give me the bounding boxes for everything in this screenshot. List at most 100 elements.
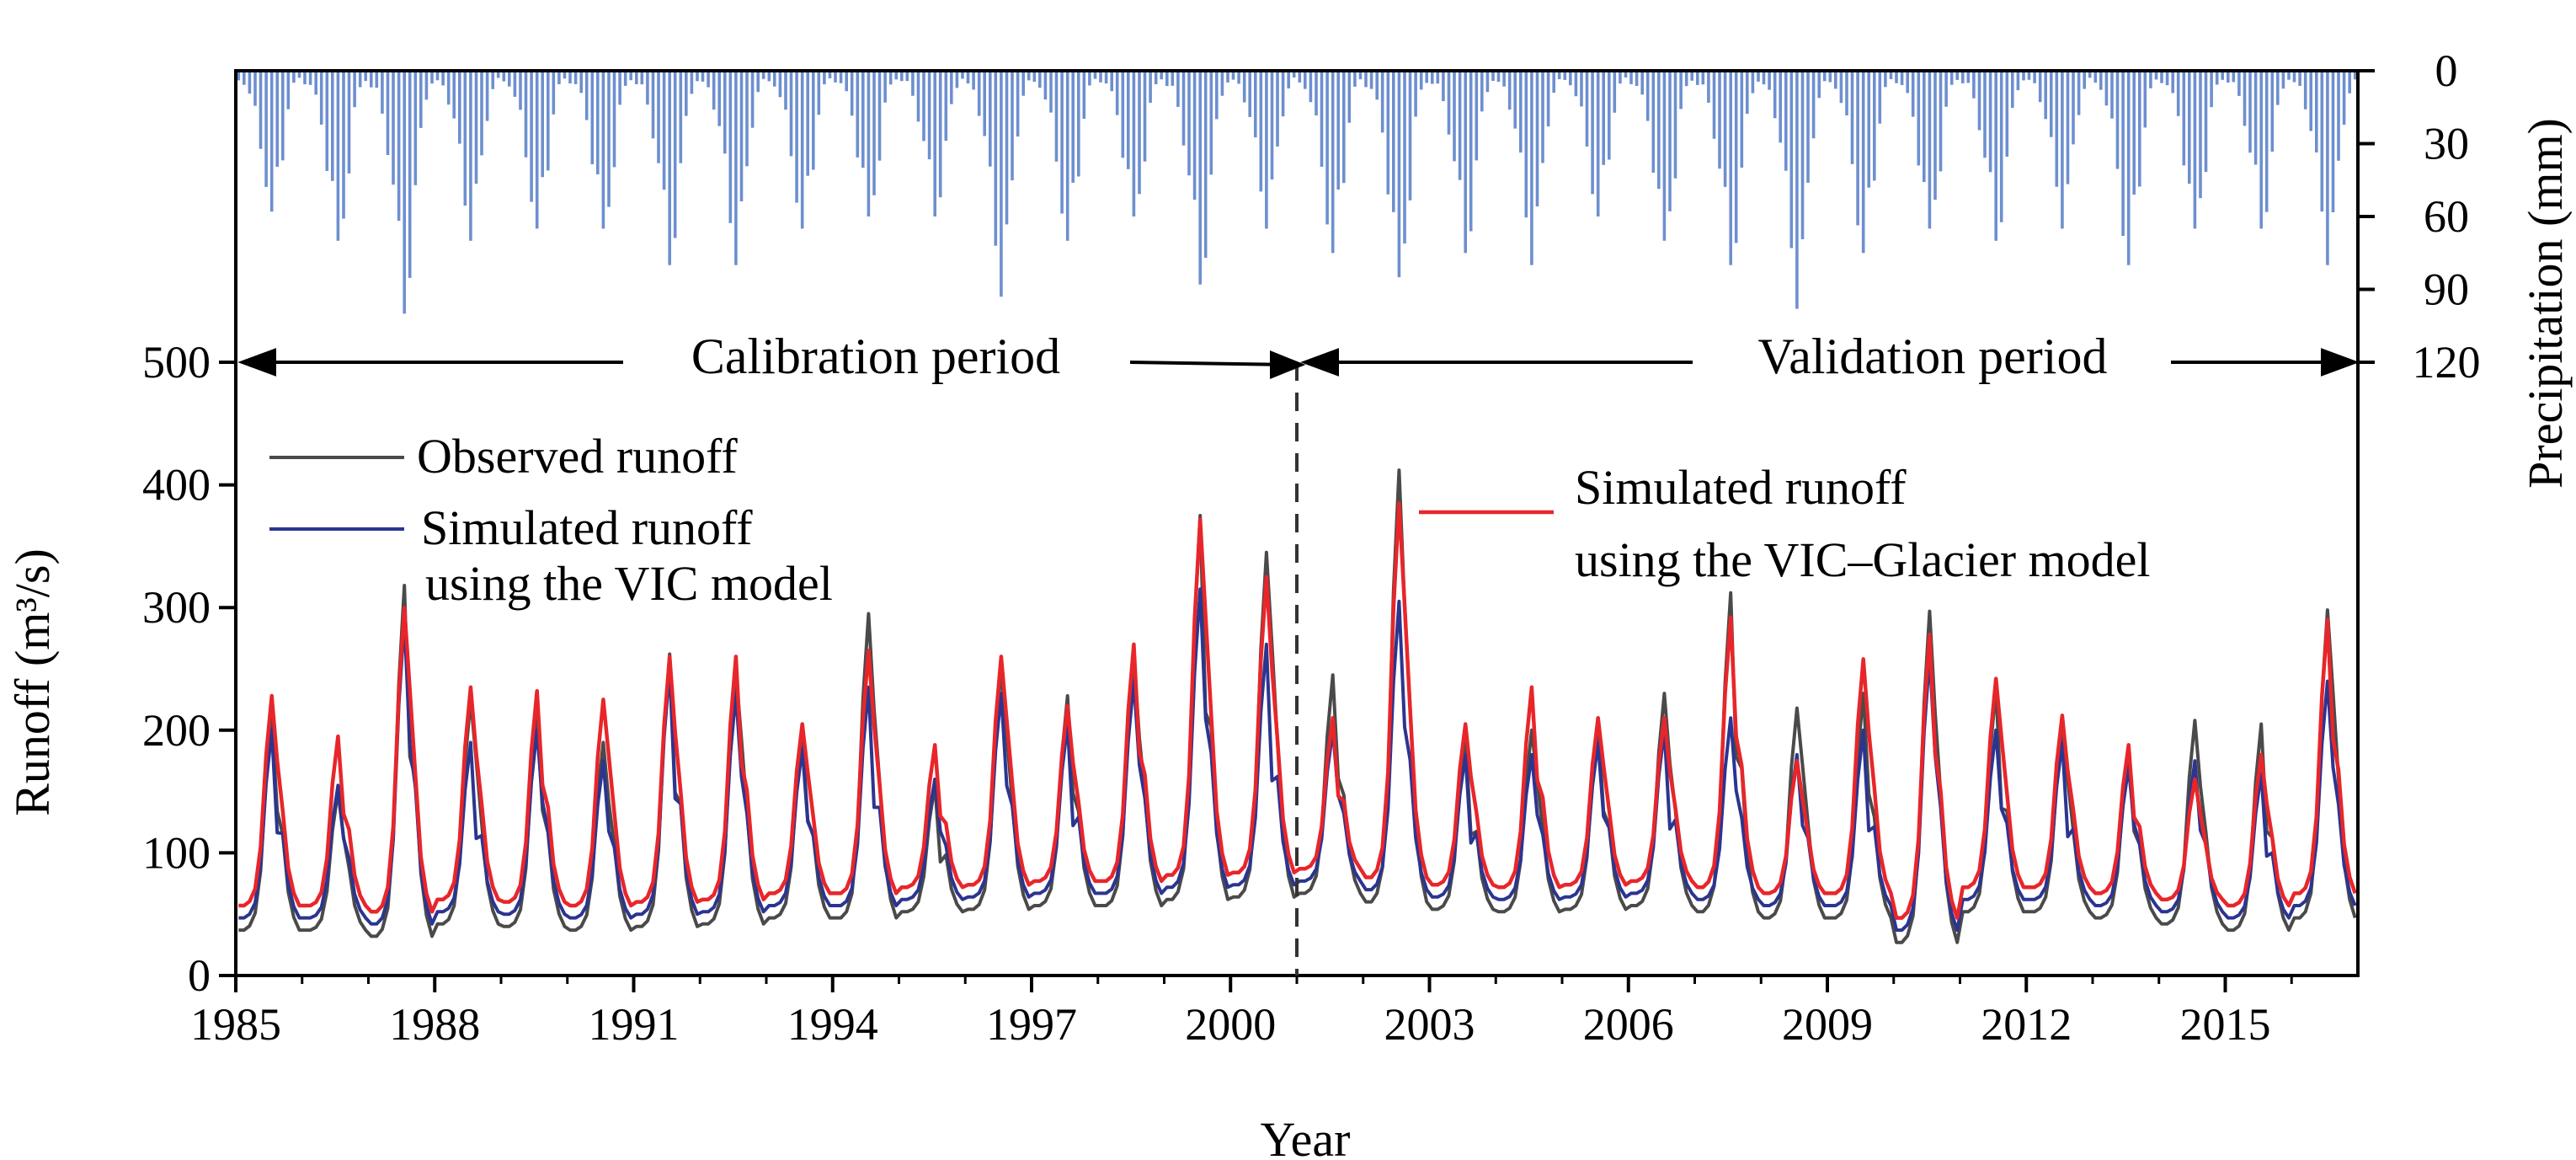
precipitation-bar [1712,71,1716,139]
precipitation-bar [1900,71,1904,85]
precipitation-bar [839,71,843,83]
precipitation-bar [1192,71,1197,200]
precipitation-bar [1491,71,1495,81]
precipitation-bar [888,71,893,85]
precipitation-bar [342,71,345,219]
precipitation-bar [2232,71,2236,83]
precipitation-bar [1469,71,1473,232]
precipitation-bar [1591,71,1594,195]
precipitation-bar [2072,71,2075,145]
precipitation-bar [989,71,992,167]
runoff-tick-label: 100 [142,827,211,878]
precipitation-bar [381,71,384,114]
precipitation-bar [1149,71,1152,103]
precipitation-bar [1895,71,1898,83]
precipitation-bar [1789,71,1794,249]
precipitation-bar [353,71,356,108]
precipitation-tick-label: 30 [2424,119,2469,169]
validation-arrow [1300,348,2360,377]
precipitation-bar [2331,71,2335,212]
precipitation-bar [1624,71,1628,78]
precipitation-bar [1850,71,1854,164]
calibration-arrow [237,348,1306,379]
precipitation-bar [1817,71,1821,99]
x-tick-label: 2000 [1185,999,1276,1050]
precipitation-bar [1464,71,1467,254]
precipitation-bar [961,71,964,79]
precipitation-bar [1143,71,1147,162]
precipitation-bar [2199,71,2202,199]
precipitation-bar [1535,71,1539,206]
precipitation-bar [1784,71,1788,171]
x-tick-label: 2003 [1384,999,1475,1050]
precipitation-bar [1928,71,1932,229]
precipitation-bar [690,71,694,94]
precipitation-bar [612,71,616,168]
precipitation-bar [883,71,887,103]
precipitation-bar [2154,71,2158,80]
precipitation-bar [778,71,782,98]
precipitation-bar [1563,71,1567,80]
precipitation-bar [1668,71,1672,211]
precipitation-bar [1287,71,1290,88]
precipitation-bar [552,71,556,115]
precipitation-bar [2292,71,2296,83]
precipitation-bar [1442,71,1445,102]
precipitation-bar [1254,71,1257,138]
precipitation-bar [657,71,660,163]
precipitation-bar [1585,71,1589,147]
precipitation-bar [1806,71,1810,183]
precipitation-bar [1795,71,1799,309]
precipitation-bar [2204,71,2208,173]
precipitation-bar [2115,71,2120,169]
precipitation-bar [1060,71,1064,214]
precipitation-bar [905,71,909,82]
precipitation-bar [1574,71,1578,97]
precipitation-bar [1099,71,1102,83]
precipitation-bar [828,71,832,78]
precipitation-bar [325,71,329,171]
precipitation-bar [1923,71,1926,183]
precipitation-bar [2126,71,2131,265]
precipitation-bar [629,71,632,81]
precipitation-bar [535,71,539,229]
x-tick-label: 2015 [2180,999,2271,1050]
precipitation-bar [2248,71,2252,153]
precipitation-bar [1485,71,1490,93]
precipitation-bar [1408,71,1412,200]
precipitation-bar [817,71,821,115]
precipitation-bar [994,71,998,246]
precipitation-bar [243,71,246,85]
precipitation-bar [1353,71,1357,87]
precipitation-axis-ticks: 0 30 60 90 120 [2358,45,2481,388]
precipitation-bar [336,71,340,241]
precipitation-bar [303,71,307,85]
precipitation-bar [1176,71,1180,107]
precipitation-bar [2165,71,2169,86]
precipitation-bar [761,71,765,79]
precipitation-bar [1049,71,1053,113]
precipitation-bar [800,71,804,229]
precipitation-bar [1419,71,1423,90]
precipitation-bar [1690,71,1693,81]
precipitation-bar [2243,71,2247,126]
precipitation-bar [983,71,986,136]
precipitation-bar [1304,71,1307,89]
precipitation-bar [750,71,755,128]
precipitation-bar [1811,71,1816,139]
precipitation-bar [480,71,483,156]
precipitation-bar [1115,71,1119,115]
precipitation-bar [723,71,727,154]
precipitation-bar [319,71,323,125]
precipitation-bar [911,71,915,96]
precipitation-bar [1088,71,1091,86]
precipitation-bar [662,71,666,190]
precipitation-bar [2298,71,2301,86]
precipitation-bar [496,71,500,78]
precipitation-bar [2149,71,2152,88]
precipitation-bar [297,71,301,78]
precipitation-bar [707,71,710,88]
precipitation-bar [1237,71,1240,84]
precipitation-bar [1800,71,1805,239]
precipitation-bar [358,71,362,88]
